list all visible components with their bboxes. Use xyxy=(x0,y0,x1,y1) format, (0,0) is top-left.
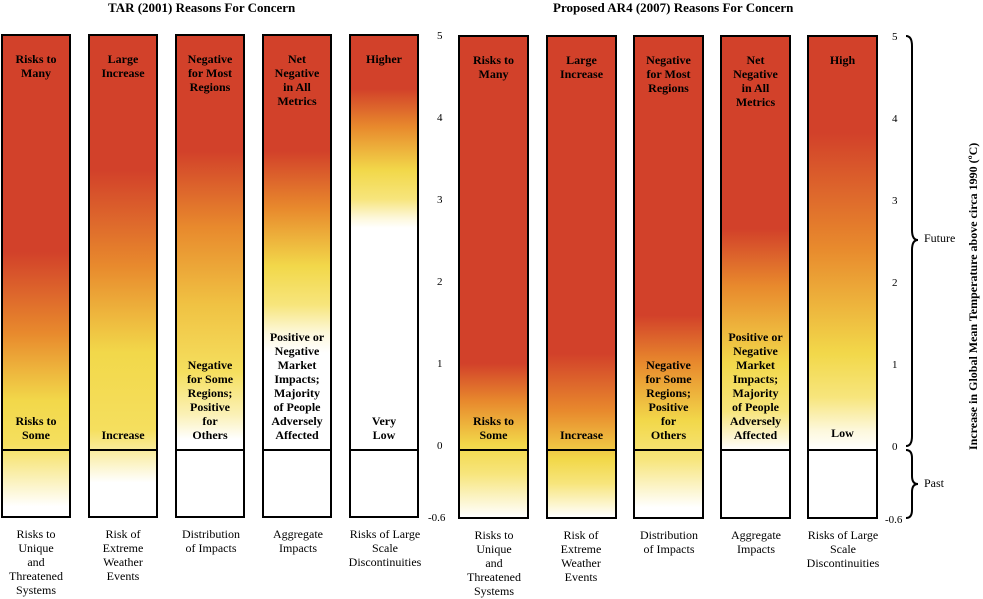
future-label: Future xyxy=(924,231,956,245)
right-axis-tick-3: 3 xyxy=(892,195,898,207)
ar4-bar-distribution: Negative for Most Regions Negative for S… xyxy=(633,35,704,519)
tar-caption-2: Risk of Extreme Weather Events xyxy=(102,527,144,583)
tar-bar-2-top-label: Large Increase xyxy=(101,52,145,80)
axis-tick-5: 5 xyxy=(437,30,443,42)
ar4-bar-2-top-label: Large Increase xyxy=(559,53,604,81)
zero-line xyxy=(548,449,615,451)
axis-tick-2: 2 xyxy=(437,276,443,288)
zero-line xyxy=(177,449,243,451)
tar-caption-3: Distribution of Impacts xyxy=(181,527,240,555)
right-axis-tick-2: 2 xyxy=(892,277,898,289)
zero-line xyxy=(264,449,330,451)
ar4-bar-4-bottom-label: Positive or Negative Market Impacts; Maj… xyxy=(728,330,783,442)
ar4-caption-4: Aggregate Impacts xyxy=(731,528,781,556)
ar4-caption-5: Risks of Large Scale Discontinuities xyxy=(806,528,880,570)
zero-line xyxy=(90,449,156,451)
ar4-bar-5-bottom-label: Low xyxy=(831,426,854,440)
tar-bar-unique-systems: Risks to Many Risks to Some xyxy=(1,34,71,518)
ar4-bar-1-bottom-label: Risks to Some xyxy=(472,414,514,442)
panel-title-ar4: Proposed AR4 (2007) Reasons For Concern xyxy=(553,0,794,15)
zero-line xyxy=(635,449,702,451)
tar-bar-aggregate: Net Negative in All Metrics Positive or … xyxy=(262,34,332,518)
tar-bar-distribution: Negative for Most Regions Negative for S… xyxy=(175,34,245,518)
ar4-caption-1: Risks to Unique and Threatened Systems xyxy=(467,528,521,598)
ar4-bar-5-top-label: High xyxy=(829,53,856,67)
zero-line xyxy=(351,449,417,451)
tar-bar-1-top-label: Risks to Many xyxy=(15,52,57,80)
tar-bar-4-top-label: Net Negative in All Metrics xyxy=(274,52,320,108)
axis-tick-neg06: -0.6 xyxy=(428,512,446,524)
tar-bar-2-bottom-label: Increase xyxy=(101,428,145,442)
tar-bar-discontinuities: Higher Very Low xyxy=(349,34,419,518)
tar-bar-4-bottom-label: Positive or Negative Market Impacts; Maj… xyxy=(269,330,325,442)
ar4-bar-3-top-label: Negative for Most Regions xyxy=(646,53,691,95)
past-brace xyxy=(905,449,919,519)
ar4-caption-2: Risk of Extreme Weather Events xyxy=(560,528,602,584)
right-axis-tick-neg06: -0.6 xyxy=(885,514,903,526)
future-brace xyxy=(905,35,919,447)
right-axis-tick-1: 1 xyxy=(892,359,898,371)
tar-bar-3-bottom-label: Negative for Some Regions; Positive for … xyxy=(186,358,234,442)
tar-bar-5-top-label: Higher xyxy=(366,52,402,66)
zero-line xyxy=(460,449,527,451)
past-label: Past xyxy=(924,476,945,490)
tar-bar-5-bottom-label: Very Low xyxy=(371,414,397,442)
tar-caption-5: Risks of Large Scale Discontinuities xyxy=(348,527,422,569)
axis-tick-1: 1 xyxy=(437,358,443,370)
y-axis-label: Increase in Global Mean Temperature abov… xyxy=(966,142,980,450)
right-axis-tick-4: 4 xyxy=(892,113,898,125)
zero-line xyxy=(722,449,789,451)
ar4-bar-discontinuities: High Low xyxy=(807,35,878,519)
ar4-bar-1-top-label: Risks to Many xyxy=(472,53,514,81)
axis-tick-4: 4 xyxy=(437,112,443,124)
ar4-caption-3: Distribution of Impacts xyxy=(639,528,698,556)
tar-bar-extreme-weather: Large Increase Increase xyxy=(88,34,158,518)
right-axis-tick-5: 5 xyxy=(892,31,898,43)
tar-caption-4: Aggregate Impacts xyxy=(273,527,323,555)
tar-caption-1: Risks to Unique and Threatened Systems xyxy=(9,527,63,597)
axis-tick-0: 0 xyxy=(437,440,443,452)
ar4-bar-4-top-label: Net Negative in All Metrics xyxy=(733,53,778,109)
ar4-bar-3-bottom-label: Negative for Some Regions; Positive for … xyxy=(645,358,692,442)
ar4-bar-unique-systems: Risks to Many Risks to Some xyxy=(458,35,529,519)
zero-line xyxy=(3,449,69,451)
tar-bar-3-top-label: Negative for Most Regions xyxy=(187,52,233,94)
ar4-bar-extreme-weather: Large Increase Increase xyxy=(546,35,617,519)
tar-bar-1-bottom-label: Risks to Some xyxy=(15,414,57,442)
ar4-bar-2-bottom-label: Increase xyxy=(559,428,604,442)
zero-line xyxy=(809,449,876,451)
panel-title-tar: TAR (2001) Reasons For Concern xyxy=(108,0,296,15)
axis-tick-3: 3 xyxy=(437,194,443,206)
right-axis-tick-0: 0 xyxy=(892,441,898,453)
ar4-bar-aggregate: Net Negative in All Metrics Positive or … xyxy=(720,35,791,519)
